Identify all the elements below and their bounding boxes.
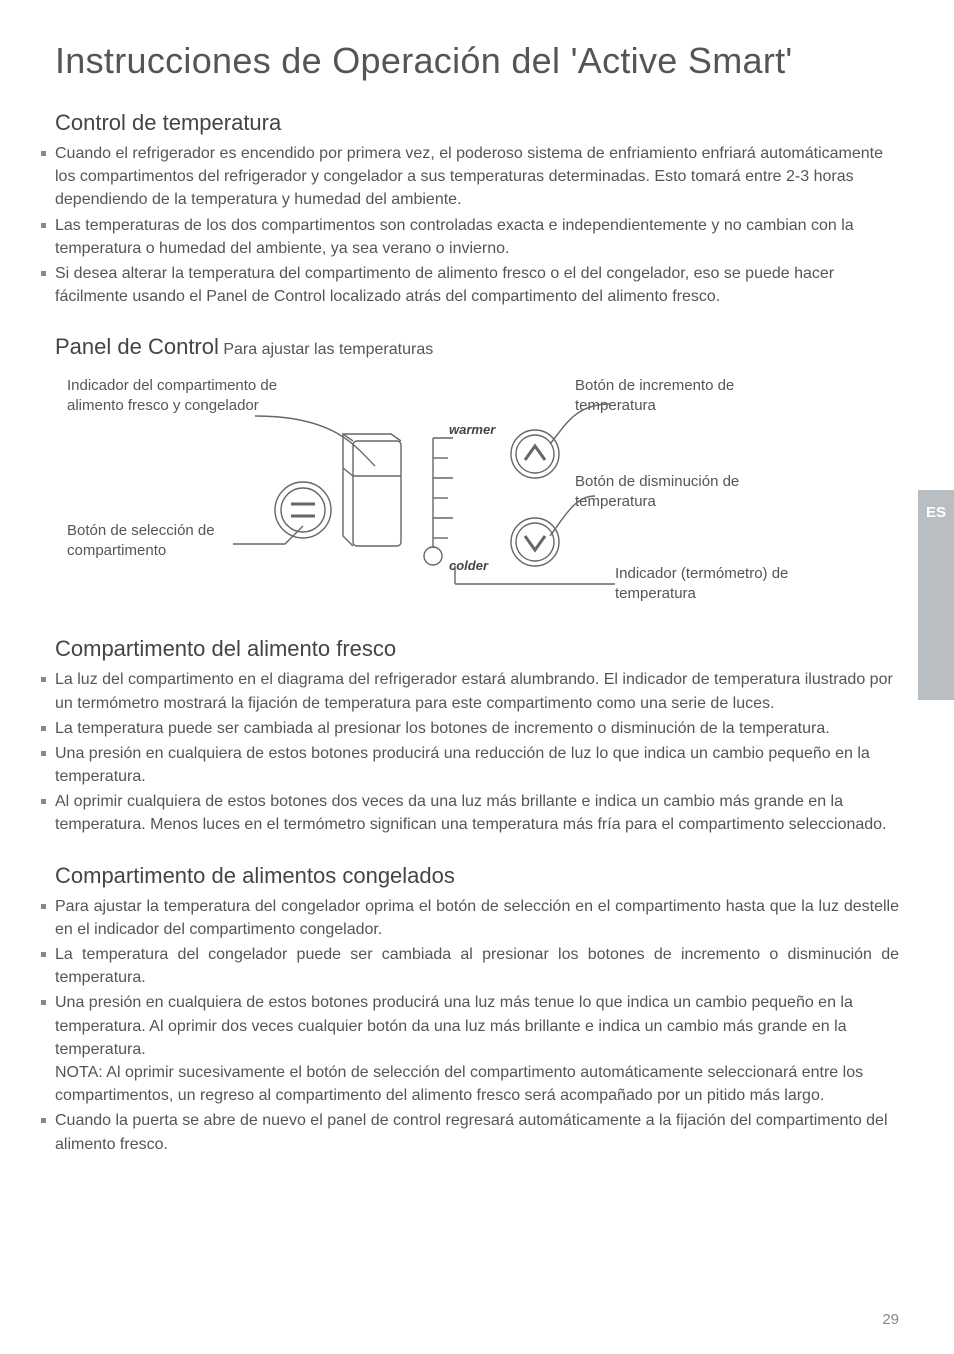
panel-heading-row: Panel de Control Para ajustar las temper…	[55, 334, 899, 360]
page-number: 29	[882, 1311, 899, 1328]
list-item: La temperatura del congelador puede ser …	[41, 943, 899, 989]
label-colder: colder	[449, 558, 489, 573]
section-fresh-heading: Compartimento del alimento fresco	[55, 636, 899, 662]
section-frozen-heading: Compartimento de alimentos congelados	[55, 863, 899, 889]
temp-control-list: Cuando el refrigerador es encendido por …	[55, 142, 899, 308]
language-tab-label: ES	[918, 504, 954, 521]
panel-heading: Panel de Control	[55, 334, 219, 359]
list-item: Al oprimir cualquiera de estos botones d…	[41, 790, 899, 836]
control-panel-diagram: Indicador del compartimento de alimento …	[55, 366, 899, 626]
panel-subheading: Para ajustar las temperaturas	[223, 341, 433, 358]
list-item: Una presión en cualquiera de estos boton…	[41, 742, 899, 788]
section-temp-control-heading: Control de temperatura	[55, 110, 899, 136]
list-item: La temperatura puede ser cambiada al pre…	[41, 717, 899, 740]
fresh-list: La luz del compartimento en el diagrama …	[55, 668, 899, 836]
frozen-list: Para ajustar la temperatura del congelad…	[55, 895, 899, 1156]
list-item: Una presión en cualquiera de estos boton…	[41, 991, 899, 1107]
list-item: La luz del compartimento en el diagrama …	[41, 668, 899, 714]
list-item: Cuando el refrigerador es encendido por …	[41, 142, 899, 212]
language-tab: ES	[918, 490, 954, 700]
control-panel-svg: warmer colder	[55, 366, 895, 626]
list-item: Cuando la puerta se abre de nuevo el pan…	[41, 1109, 899, 1155]
list-item: Si desea alterar la temperatura del comp…	[41, 262, 899, 308]
label-warmer: warmer	[449, 422, 496, 437]
list-item: Las temperaturas de los dos compartiment…	[41, 214, 899, 260]
list-item: Para ajustar la temperatura del congelad…	[41, 895, 899, 941]
page-title: Instrucciones de Operación del 'Active S…	[55, 40, 899, 82]
